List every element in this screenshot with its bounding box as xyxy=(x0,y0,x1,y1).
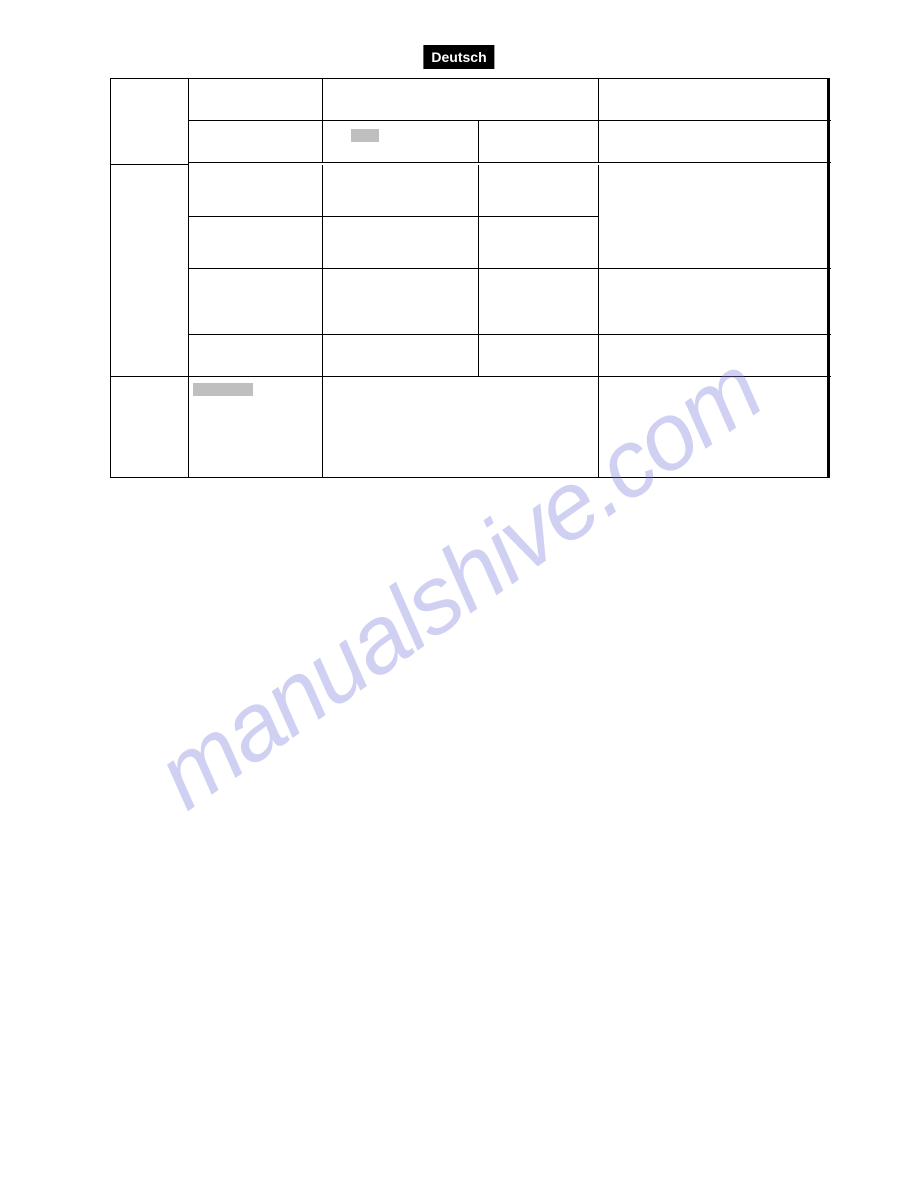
table-cell xyxy=(599,335,831,377)
table-cell xyxy=(479,269,599,335)
table-cell xyxy=(111,79,189,165)
badge-label: Deutsch xyxy=(431,49,486,65)
table-cell xyxy=(599,269,831,335)
table-cell xyxy=(323,335,479,377)
table-cell xyxy=(479,217,599,269)
table-row xyxy=(111,79,827,165)
table-cell xyxy=(599,121,831,163)
table-cell xyxy=(479,121,599,163)
table-row xyxy=(111,165,827,377)
gray-block xyxy=(351,129,379,142)
table-cell xyxy=(323,269,479,335)
table-cell xyxy=(323,79,599,121)
table-row xyxy=(111,377,827,477)
table-cell xyxy=(479,165,599,217)
table-cell xyxy=(189,217,323,269)
table-cell xyxy=(189,335,323,377)
table-cell xyxy=(189,165,323,217)
table-cell xyxy=(323,217,479,269)
table-cell xyxy=(189,269,323,335)
table-cell xyxy=(479,335,599,377)
table-cell xyxy=(599,165,831,269)
table-cell xyxy=(111,377,189,477)
table-cell xyxy=(189,377,323,477)
table-cell xyxy=(323,377,599,477)
table-cell xyxy=(599,79,831,121)
table-cell xyxy=(323,121,479,163)
language-badge: Deutsch xyxy=(423,45,494,69)
data-table xyxy=(110,78,830,478)
table-cell xyxy=(189,121,323,163)
table-cell xyxy=(111,165,189,377)
table-cell xyxy=(189,79,323,121)
gray-block xyxy=(193,383,253,396)
table-cell xyxy=(323,165,479,217)
table-cell xyxy=(599,377,831,477)
